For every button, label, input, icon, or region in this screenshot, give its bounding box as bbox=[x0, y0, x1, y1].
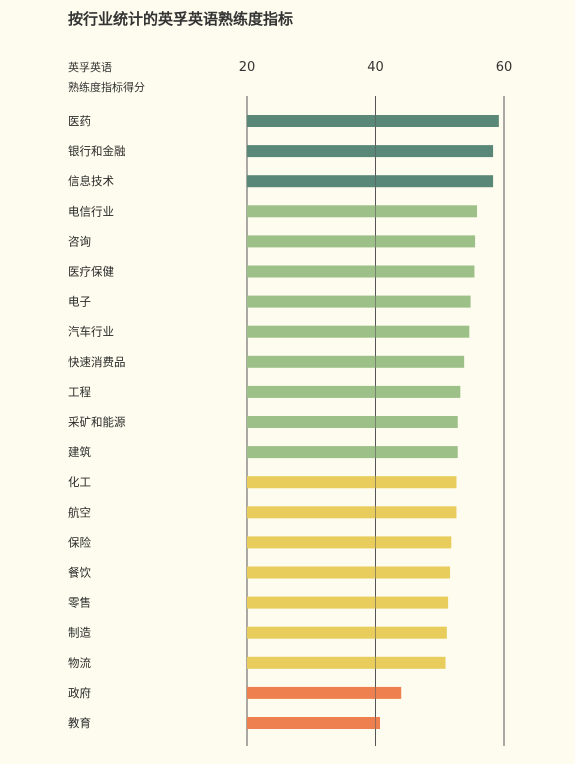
bar bbox=[247, 355, 465, 368]
bar bbox=[247, 416, 458, 428]
category-label: 电子 bbox=[68, 295, 91, 309]
bar bbox=[247, 235, 476, 248]
category-label: 电信行业 bbox=[68, 204, 114, 218]
category-label: 零售 bbox=[68, 596, 91, 610]
category-label: 快速消费品 bbox=[68, 355, 126, 369]
category-label: 化工 bbox=[68, 475, 91, 489]
bar bbox=[247, 656, 446, 669]
category-label: 政府 bbox=[68, 686, 91, 700]
x-tick-label: 60 bbox=[496, 60, 513, 75]
bar bbox=[247, 385, 461, 398]
bar bbox=[247, 717, 380, 729]
bar bbox=[247, 596, 449, 609]
bar bbox=[247, 626, 447, 639]
category-label: 医药 bbox=[68, 114, 91, 128]
bar bbox=[247, 145, 494, 158]
score-label-line-1: 英孚英语 bbox=[68, 61, 112, 74]
bar bbox=[247, 115, 499, 127]
score-label-line-2: 熟练度指标得分 bbox=[68, 81, 145, 94]
x-tick-label: 20 bbox=[239, 60, 256, 75]
x-tick-label: 40 bbox=[367, 60, 384, 75]
category-label: 采矿和能源 bbox=[68, 415, 126, 429]
bar bbox=[247, 446, 458, 459]
bar bbox=[247, 686, 402, 699]
category-label: 咨询 bbox=[68, 234, 91, 248]
category-label: 保险 bbox=[68, 535, 91, 549]
bar bbox=[247, 295, 471, 308]
category-label: 制造 bbox=[68, 626, 91, 640]
category-label: 信息技术 bbox=[68, 174, 114, 188]
category-label: 建筑 bbox=[68, 445, 91, 459]
category-label: 餐饮 bbox=[68, 566, 91, 580]
category-label: 教育 bbox=[68, 716, 91, 730]
category-label: 工程 bbox=[68, 385, 91, 399]
bar bbox=[247, 506, 457, 519]
category-label: 物流 bbox=[68, 656, 91, 670]
bar bbox=[247, 205, 478, 218]
bar bbox=[247, 476, 457, 489]
bar bbox=[247, 536, 452, 549]
chart-title: 按行业统计的英孚英语熟练度指标 bbox=[68, 10, 294, 28]
bar bbox=[247, 265, 475, 278]
category-label: 汽车行业 bbox=[68, 325, 114, 339]
bar bbox=[247, 175, 494, 188]
bar bbox=[247, 325, 470, 338]
category-label: 航空 bbox=[68, 505, 91, 519]
category-label: 银行和金融 bbox=[68, 144, 126, 158]
bar bbox=[247, 566, 451, 579]
category-label: 医疗保健 bbox=[68, 265, 114, 279]
